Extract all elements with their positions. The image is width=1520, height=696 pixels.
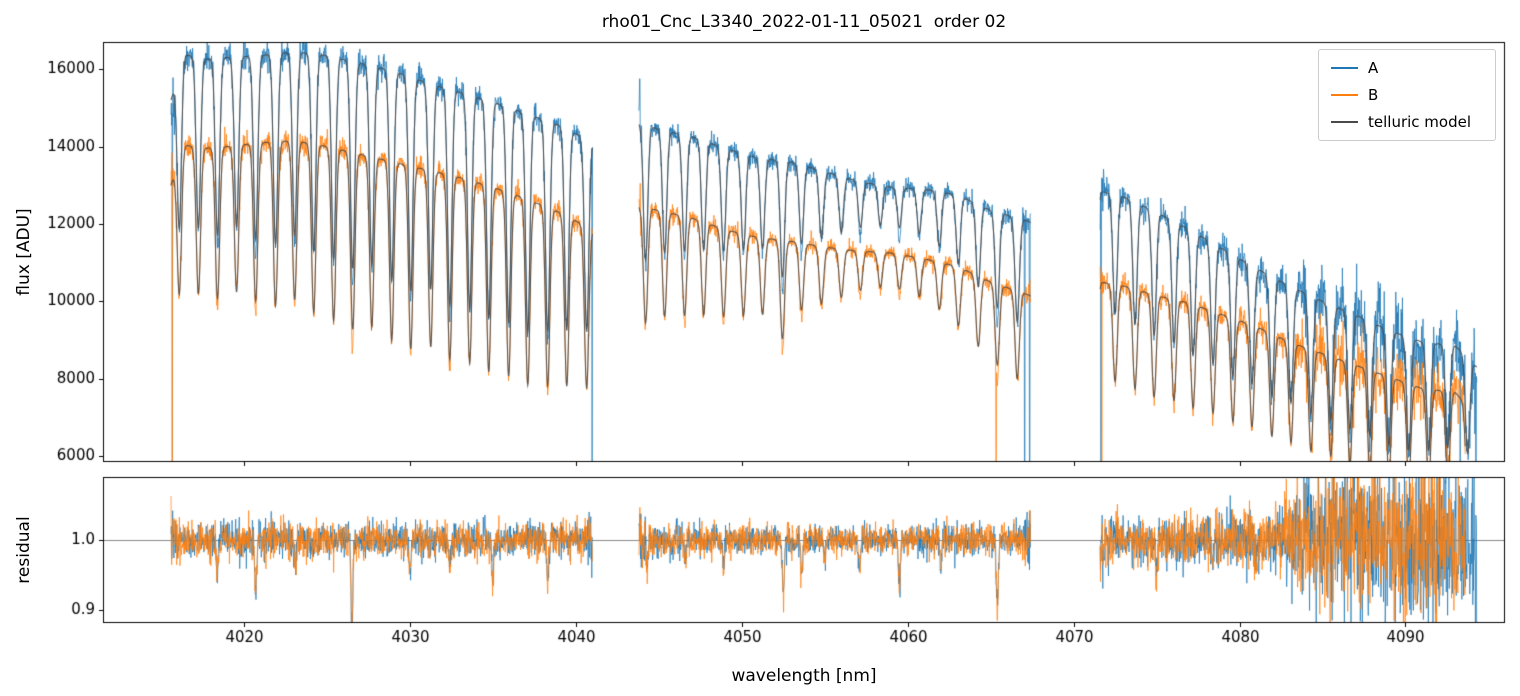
legend-item-a: A bbox=[1331, 59, 1481, 77]
residual-axis-label: residual bbox=[14, 516, 34, 584]
legend: A B telluric model bbox=[1318, 49, 1496, 141]
legend-item-b: B bbox=[1331, 86, 1481, 104]
legend-label-b: B bbox=[1368, 86, 1379, 104]
legend-label-telluric: telluric model bbox=[1368, 113, 1472, 131]
telluric-model-line-icon bbox=[1331, 121, 1358, 123]
series-b-line-icon bbox=[1331, 94, 1358, 96]
legend-label-a: A bbox=[1368, 59, 1379, 77]
plot-title: rho01_Cnc_L3340_2022-01-11_05021 order 0… bbox=[601, 12, 1007, 32]
series-a-line-icon bbox=[1331, 67, 1358, 69]
wavelength-axis-label: wavelength [nm] bbox=[731, 666, 877, 686]
flux-axis-label: flux [ADU] bbox=[14, 208, 34, 296]
legend-item-telluric: telluric model bbox=[1331, 113, 1481, 131]
